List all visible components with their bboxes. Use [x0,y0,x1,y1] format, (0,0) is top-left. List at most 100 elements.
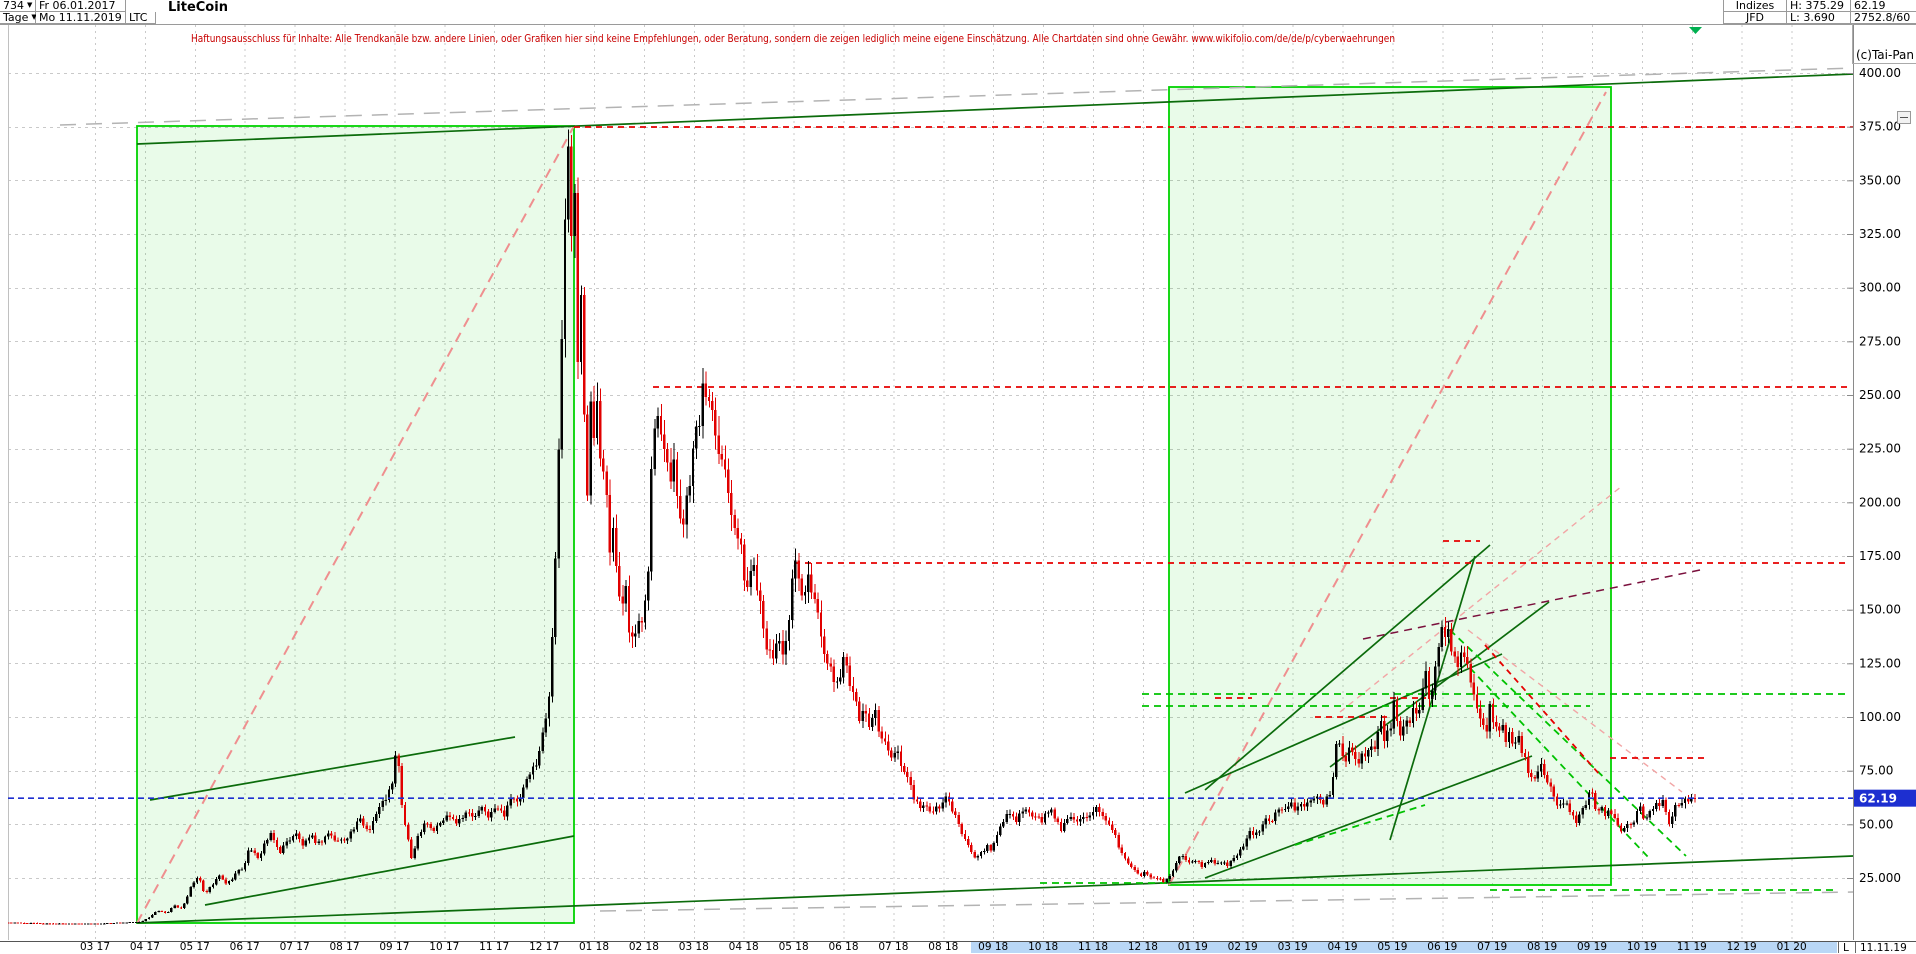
price-axis[interactable]: 400.00 375.00 350.00 325.00 300.00 275.00 250.… [1847,66,1901,885]
quote-info: 2752.8/60 [1851,12,1916,24]
grid-lines [0,24,1916,940]
y-axis-label: 125.00 [1859,656,1901,670]
x-axis-label: 08 19 [1527,941,1558,953]
y-axis-label: 375.00 [1859,120,1901,134]
header-bar: 734 ▼ Fr 06.01.2017 Tage ▼ Mo 11.11.2019… [0,0,1916,25]
x-axis-label: 03 17 [79,941,111,953]
x-axis-label: 12 18 [1127,941,1158,953]
copyright-label: (c)Tai-Pan [1856,48,1914,62]
green-trendline [1204,755,1533,879]
start-date-value: Fr 06.01.2017 [39,0,116,12]
trend-lines [59,67,1853,924]
marker-triangle-icon [1689,27,1702,34]
green-support-line [1449,629,1687,857]
feed-provider: JFD [1723,12,1787,24]
y-axis-label: 325.00 [1859,227,1901,241]
y-axis-label: 250.00 [1859,388,1901,402]
x-axis-label: 06 19 [1427,941,1458,953]
y-axis-label: 150.00 [1859,603,1901,617]
green-trendline [136,73,1853,145]
candlestick-series [8,129,1696,925]
y-axis-label: 100.00 [1859,710,1901,724]
gray-trendline [59,67,1853,126]
x-axis-label: 01 20 [1776,941,1807,953]
x-axis-label: 01 19 [1177,941,1208,953]
bars-count-value: 734 [3,0,24,12]
y-axis-label: 225.00 [1859,442,1901,456]
y-axis-label: 50.00 [1859,817,1893,831]
channel-diagonal [136,125,575,924]
y-axis-label: 25.000 [1859,871,1901,885]
chevron-down-icon: ▼ [27,1,33,9]
salmon-trendline [1467,629,1683,793]
green-trendline [149,736,516,801]
green-trendline [136,855,1853,924]
x-axis-label: 09 19 [1576,941,1608,953]
x-axis-label: 11 18 [1077,941,1109,953]
end-date-value: Mo 11.11.2019 [39,11,122,24]
x-axis-label: 07 19 [1477,941,1508,953]
x-axis-label: 09 17 [379,941,410,953]
x-axis-label: 12 19 [1726,941,1757,953]
period-high: H: 375.29 [1787,0,1851,12]
x-axis-label: 08 17 [329,941,360,953]
y-axis-label: 350.00 [1859,173,1901,187]
red-resistance-line [1484,644,1601,776]
x-axis-label: 05 17 [179,941,210,953]
trend-channel-box [1168,86,1612,886]
x-axis-label: 07 18 [878,941,909,953]
x-axis-label: 04 19 [1327,941,1358,953]
y-axis-label: 275.00 [1859,334,1901,348]
y-axis-label: 200.00 [1859,495,1901,509]
period-low: L: 3.690 [1787,12,1851,24]
chevron-down-icon: ▼ [31,13,37,21]
x-axis-label: 09 18 [978,941,1009,953]
green-trendline [204,835,575,906]
green-trendline [1184,653,1503,794]
y-axis-label: 175.00 [1859,549,1901,563]
x-axis-label: 07 17 [279,941,310,953]
purple-trendline [1362,569,1701,640]
y-axis-label: 400.00 [1859,66,1901,80]
salmon-trendline [1339,485,1623,713]
x-axis-label: 02 19 [1227,941,1258,953]
minimize-icon[interactable] [1897,111,1911,124]
x-axis-label: 03 19 [1277,941,1308,953]
channel-diagonal [1168,91,1607,886]
x-axis-label: 04 17 [129,941,160,953]
visible-range-highlight[interactable] [971,942,1837,953]
green-trendline [1329,601,1550,768]
green-trendline [1204,544,1491,791]
feed-name: Indizes [1723,0,1787,12]
period-value: Tage [3,11,29,24]
low-flag: L [1838,942,1855,954]
x-axis-label: 06 17 [229,941,260,953]
page-title: LiteCoin [168,0,228,15]
symbol-value: LTC [129,11,148,24]
x-axis-label: 06 18 [828,941,859,953]
time-axis-strip[interactable]: 03 17 04 17 05 17 06 17 07 17 08 17 09 17 10 17… [0,941,1916,954]
x-axis-label: 01 18 [578,941,610,953]
gray-trendline [599,891,1853,912]
x-axis-label: 03 18 [678,941,709,953]
x-axis-label: 05 19 [1377,941,1408,953]
x-axis-label: 11 19 [1676,941,1707,953]
period-dropdown[interactable]: Tage ▼ [0,11,37,24]
bars-count-dropdown[interactable]: 734 ▼ [0,0,36,12]
symbol-cell[interactable]: LTC [126,12,156,24]
last-price-marker [1854,789,1916,807]
x-axis-label: 08 18 [928,941,959,953]
last-price-value: 62.19 [1859,792,1897,806]
x-axis-label: 10 18 [1028,941,1059,953]
copyright-box [1852,24,1916,64]
x-axis-label: 05 18 [778,941,809,953]
start-date[interactable]: Fr 06.01.2017 [36,0,126,12]
last-price-line: 62.19 [8,789,1916,807]
x-axis-label: 10 19 [1626,941,1657,953]
x-axis-label: 11 17 [479,941,510,953]
y-axis-label: 300.00 [1859,281,1901,295]
last-quote: 62.19 [1851,0,1916,12]
end-date[interactable]: Mo 11.11.2019 [36,12,126,24]
